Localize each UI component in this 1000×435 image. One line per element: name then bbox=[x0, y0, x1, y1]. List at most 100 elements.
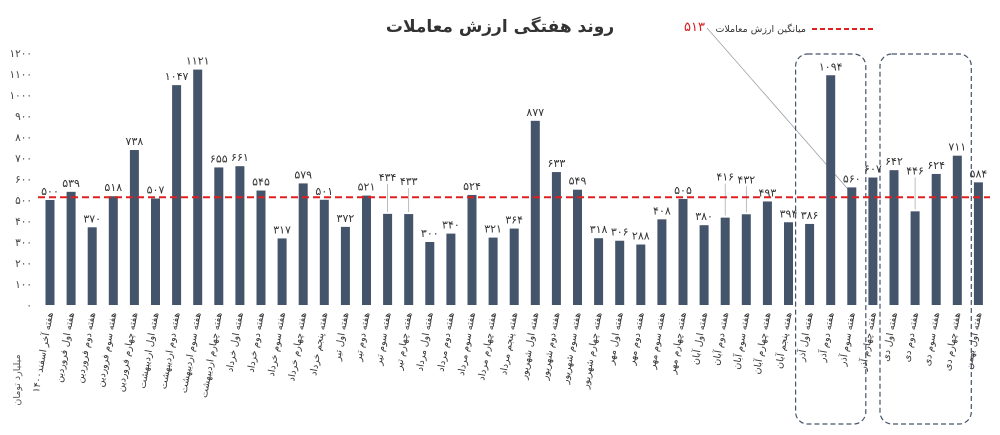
bar bbox=[889, 170, 899, 305]
x-tick-label: هفته چهارم تیر bbox=[394, 312, 415, 372]
data-label: ۶۳۳ bbox=[548, 157, 566, 170]
data-label: ۱۱۲۱ bbox=[186, 55, 210, 68]
x-tick-label: هفته چهارم خرداد bbox=[286, 312, 309, 383]
data-label: ۶۰۷ bbox=[864, 163, 882, 176]
bar bbox=[784, 222, 793, 305]
data-label: ۵۴۵ bbox=[252, 176, 270, 189]
y-tick-label: ۷۰۰ bbox=[15, 153, 32, 165]
data-label: ۶۴۲ bbox=[885, 155, 903, 168]
legend-average-label: میانگین ارزش معاملات bbox=[715, 23, 806, 35]
data-label: ۵۲۱ bbox=[358, 181, 376, 194]
label-leaders bbox=[387, 177, 916, 216]
x-tick-label: هفته چهارم شهریور bbox=[580, 312, 604, 391]
x-tick-label: هفته دوم فروردین bbox=[75, 312, 98, 384]
x-tick-label: هفته چهارم دی bbox=[942, 312, 963, 372]
bar bbox=[488, 237, 498, 305]
bar bbox=[699, 225, 709, 305]
y-tick-label: ۳۰۰ bbox=[15, 237, 32, 249]
bar bbox=[615, 240, 625, 305]
bar bbox=[404, 214, 414, 305]
x-tick-label: هفته اول مرداد bbox=[415, 312, 436, 372]
data-label: ۴۴۶ bbox=[906, 164, 924, 177]
x-tick-label: هفته سوم مهر bbox=[647, 312, 668, 371]
data-label: ۳۰۶ bbox=[611, 226, 629, 239]
x-tick-label: هفته اول تیر bbox=[332, 312, 351, 363]
x-tick-label: هفته دوم شهریور bbox=[539, 312, 562, 382]
x-tick-label: هفته چهارم فروردین bbox=[116, 312, 141, 393]
data-label: ۴۳۳ bbox=[400, 175, 418, 188]
bar bbox=[868, 177, 878, 305]
bar bbox=[741, 214, 751, 305]
bar bbox=[551, 172, 561, 305]
y-tick-label: ۱۰۰ bbox=[15, 279, 32, 291]
highlight-box bbox=[794, 53, 867, 425]
data-label: ۳۶۴ bbox=[505, 214, 523, 227]
x-tick-label: هفته چهارم آبان bbox=[750, 311, 774, 375]
data-label: ۵۶۰ bbox=[843, 172, 861, 185]
data-label: ۵۰۷ bbox=[147, 184, 165, 197]
bar bbox=[847, 187, 857, 305]
x-tick-label: هفته اول آذر bbox=[794, 311, 816, 363]
bar bbox=[762, 201, 772, 305]
data-label: ۸۷۷ bbox=[526, 106, 544, 119]
x-tick-label: هفته اول فروردین bbox=[54, 312, 77, 384]
bar bbox=[805, 223, 815, 305]
data-label: ۷۳۸ bbox=[126, 135, 144, 148]
x-tick-label: هفته چهارم مرداد bbox=[476, 312, 499, 382]
x-tick-label: هفته اول دی bbox=[881, 312, 900, 363]
chart-title: روند هفتگی ارزش معاملات bbox=[386, 16, 614, 37]
y-tick-label: ۰ bbox=[26, 300, 32, 312]
data-label: ۵۷۹ bbox=[294, 168, 312, 181]
bar bbox=[193, 69, 203, 305]
x-tick-label: هفته سوم دی bbox=[922, 312, 942, 367]
data-label: ۳۰۰ bbox=[421, 227, 439, 240]
x-tick-label: هفته سوم اردیبهشت bbox=[179, 312, 204, 394]
x-tick-label: هفته پنجم آبان bbox=[772, 311, 795, 369]
bar bbox=[277, 238, 287, 305]
bar bbox=[678, 198, 688, 305]
bar bbox=[509, 228, 519, 305]
x-tick-label: هفته سوم آبان bbox=[729, 311, 752, 370]
data-label: ۴۳۴ bbox=[379, 171, 397, 184]
bar bbox=[256, 190, 266, 305]
data-label: ۳۹۴ bbox=[780, 207, 798, 220]
bar bbox=[108, 196, 118, 305]
y-axis-label: میلیارد تومان bbox=[12, 354, 23, 405]
highlight-box bbox=[879, 53, 972, 425]
data-label: ۳۷۰ bbox=[83, 212, 101, 225]
data-label: ۳۸۶ bbox=[801, 209, 819, 222]
data-label: ۱۰۴۷ bbox=[165, 70, 189, 83]
y-tick-label: ۲۰۰ bbox=[15, 258, 32, 270]
x-tick-label: هفته سوم آذر bbox=[835, 311, 857, 367]
bar bbox=[172, 85, 182, 305]
y-tick-label: ۹۰۰ bbox=[15, 111, 32, 123]
bar bbox=[636, 244, 646, 305]
data-label: ۶۶۱ bbox=[231, 151, 249, 164]
bar bbox=[657, 219, 667, 305]
data-label: ۳۸۰ bbox=[695, 210, 713, 223]
x-tick-label: هفته پنجم مرداد bbox=[498, 312, 520, 376]
y-axis: ۰ ۱۰۰ ۲۰۰ ۳۰۰ ۴۰۰ ۵۰۰ ۶۰۰ ۷۰۰ ۸۰۰ ۹۰۰ ۱۰۰۰ ۱۱۰۰ ۱۲۰۰ bbox=[9, 48, 32, 312]
data-label: ۵۱۸ bbox=[104, 181, 122, 194]
bar bbox=[594, 238, 604, 305]
data-label: ۴۳۲ bbox=[737, 173, 755, 186]
x-tick-label: هفته دوم مهر bbox=[627, 312, 647, 367]
x-tick-label: هفته پنجم خرداد bbox=[308, 312, 330, 377]
bar bbox=[952, 155, 962, 305]
y-tick-label: ۸۰۰ bbox=[15, 132, 32, 144]
data-label: ۴۱۶ bbox=[716, 171, 734, 184]
bar bbox=[319, 199, 329, 305]
bar bbox=[573, 189, 582, 305]
data-label: ۳۷۲ bbox=[337, 212, 355, 225]
data-label: ۵۸۴ bbox=[970, 167, 988, 180]
bar bbox=[235, 166, 245, 305]
x-tick-label: هفته اول بهمن bbox=[964, 312, 985, 371]
bar bbox=[214, 167, 224, 305]
bar bbox=[340, 226, 350, 305]
x-tick-label: هفته چهارم مهر bbox=[667, 312, 689, 376]
bar bbox=[910, 211, 920, 305]
data-label: ۵۳۹ bbox=[62, 177, 80, 190]
bar bbox=[87, 227, 97, 305]
